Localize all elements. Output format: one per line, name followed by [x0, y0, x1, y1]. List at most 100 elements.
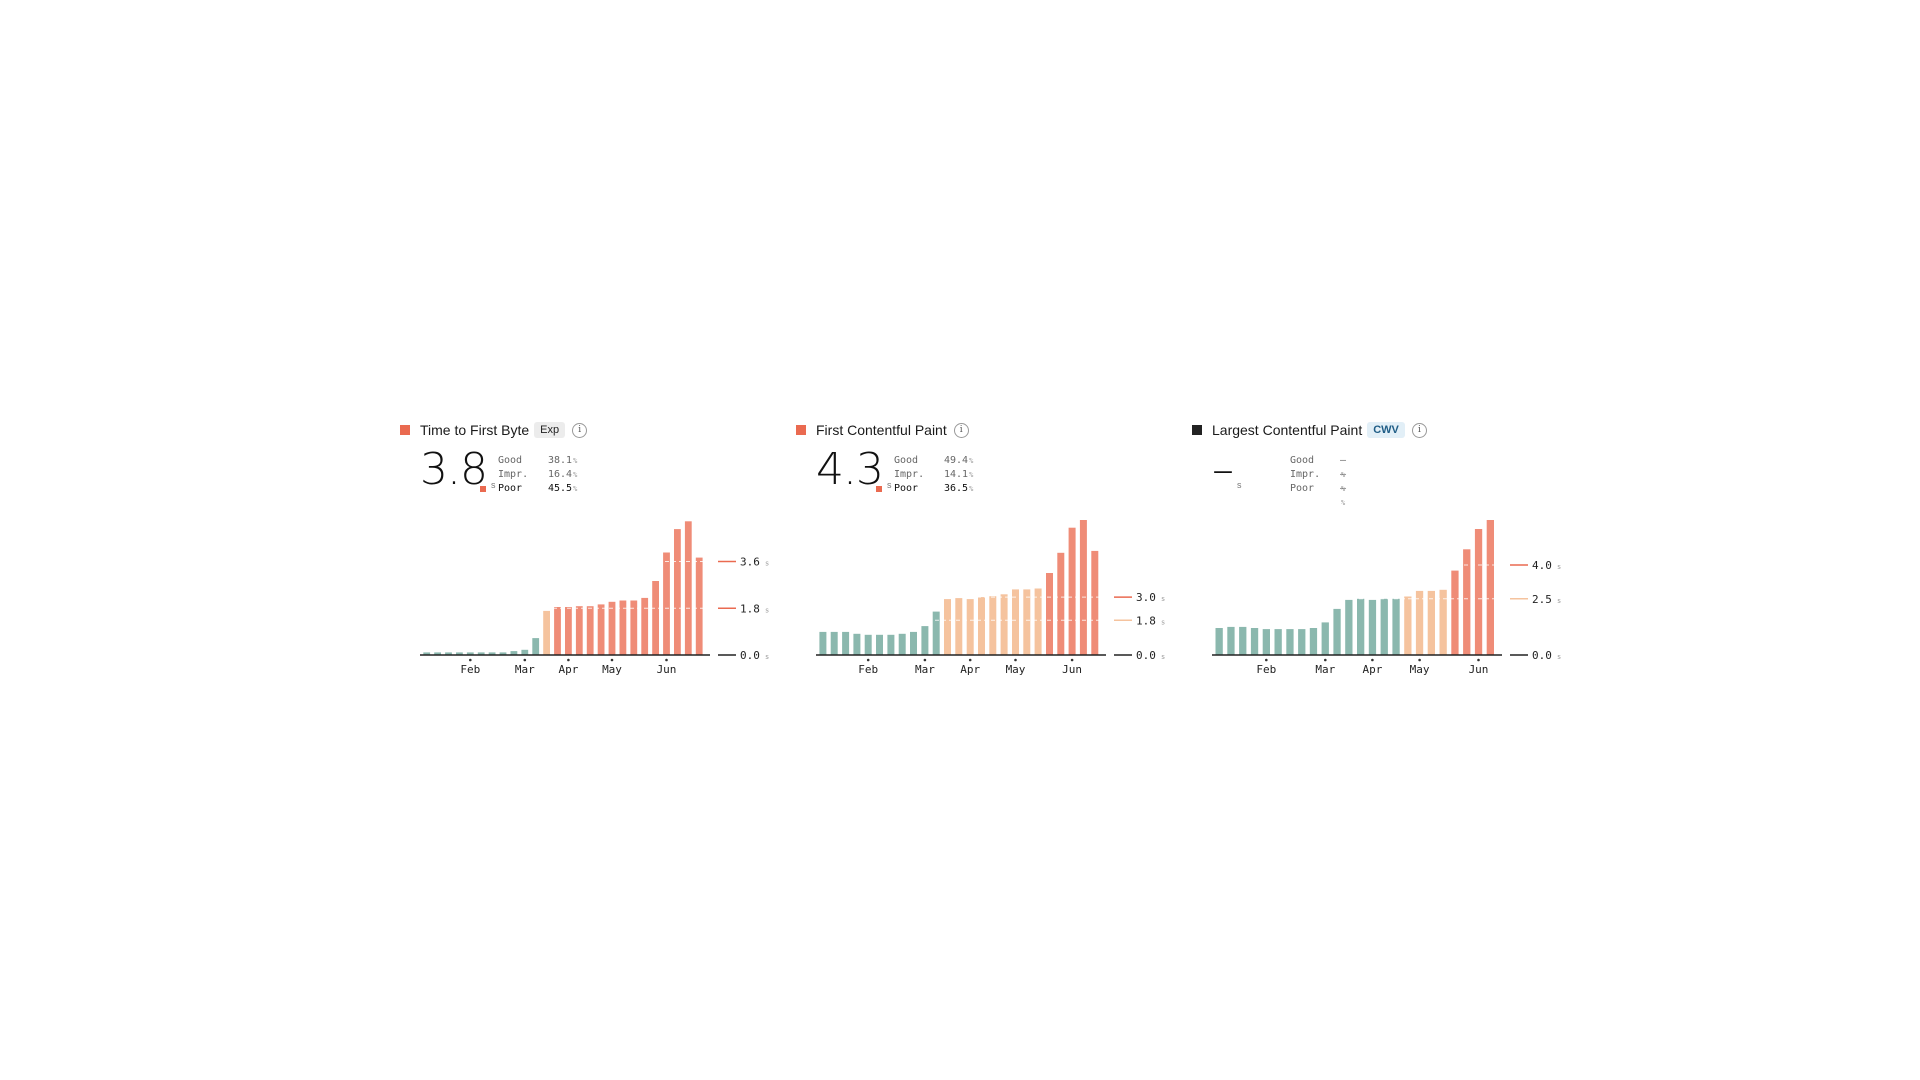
chart-bar[interactable] [586, 606, 594, 655]
metric-title: First Contentful Paint [816, 422, 947, 438]
chart-bar[interactable] [898, 633, 906, 655]
chart-bar[interactable] [456, 652, 463, 655]
chart-bar[interactable] [1298, 629, 1306, 655]
chart-bar[interactable] [1392, 598, 1400, 656]
month-tick-label: Mar [915, 663, 935, 676]
chart-bar[interactable] [1404, 596, 1412, 656]
chart-bar[interactable] [1227, 626, 1235, 655]
chart-bar[interactable] [853, 633, 861, 655]
chart-bar[interactable] [674, 529, 681, 655]
chart-bar[interactable] [1368, 599, 1377, 655]
chart-bar[interactable] [1034, 588, 1042, 656]
chart-bar[interactable] [989, 596, 997, 655]
chart-bar[interactable] [434, 652, 441, 655]
chart-bar[interactable] [842, 631, 850, 655]
info-icon[interactable]: i [572, 422, 588, 438]
chart-bar[interactable] [910, 631, 917, 655]
chart-bar[interactable] [819, 631, 827, 655]
status-square-icon [796, 425, 806, 435]
stat-value-wrap: –% [1340, 482, 1346, 510]
chart-bar[interactable] [477, 652, 485, 655]
chart-bar[interactable] [1357, 598, 1365, 656]
chart-bar[interactable] [1474, 529, 1483, 655]
stat-unit: % [573, 457, 578, 465]
chart-bar[interactable] [695, 557, 703, 655]
chart-bar[interactable] [619, 600, 627, 656]
chart-bar[interactable] [652, 581, 659, 655]
chart-bar[interactable] [1215, 628, 1223, 655]
chart-bar[interactable] [663, 552, 670, 656]
chart-bar[interactable] [966, 599, 974, 655]
chart-bar[interactable] [1057, 552, 1065, 655]
chart-bar[interactable] [1239, 626, 1247, 655]
baseline-unit: s [765, 653, 769, 661]
chart-bar[interactable] [608, 601, 616, 655]
chart-bar[interactable] [532, 638, 540, 655]
chart-bar[interactable] [1262, 629, 1270, 655]
month-tick-label: Jun [657, 663, 677, 676]
chart-bar[interactable] [876, 634, 883, 656]
chart-bar[interactable] [466, 652, 474, 655]
baseline-label: 0.0 [1136, 649, 1156, 662]
chart-bar[interactable] [978, 597, 985, 655]
threshold-label: 1.8 [1136, 614, 1156, 627]
chart-bar[interactable] [1091, 550, 1099, 655]
chart-bar[interactable] [521, 649, 529, 655]
chart-bar[interactable] [1321, 622, 1329, 655]
month-tick-label: Mar [1315, 663, 1335, 676]
chart-bar[interactable] [944, 599, 951, 655]
chart-bar[interactable] [575, 606, 583, 655]
month-tick-label: May [1006, 663, 1026, 676]
chart-bar[interactable] [565, 607, 572, 655]
chart-bar[interactable] [630, 600, 638, 656]
chart-bar[interactable] [1000, 594, 1008, 656]
chart-bar[interactable] [1046, 573, 1053, 655]
metric-title: Time to First Byte [420, 422, 530, 438]
chart-bar[interactable] [1012, 589, 1019, 655]
chart-bar[interactable] [499, 652, 507, 655]
chart-bar[interactable] [1023, 589, 1031, 655]
chart-bar[interactable] [1286, 629, 1294, 655]
chart-bar[interactable] [921, 626, 929, 655]
chart-bar[interactable] [932, 611, 940, 655]
chart-bar[interactable] [543, 610, 550, 655]
baseline-label: 0.0 [740, 649, 760, 662]
chart-bar[interactable] [1345, 599, 1353, 655]
chart-bar[interactable] [1486, 520, 1494, 655]
info-icon[interactable]: i [1411, 422, 1427, 438]
chart-bar[interactable] [830, 631, 838, 655]
chart-bar[interactable] [488, 652, 496, 655]
chart-bar[interactable] [1333, 608, 1341, 655]
chart-bar[interactable] [684, 521, 692, 655]
chart-bar[interactable] [1415, 590, 1424, 655]
chart-bar[interactable] [641, 597, 649, 655]
chart-bar[interactable] [1079, 520, 1087, 655]
chart-bar[interactable] [554, 607, 561, 655]
chart-bar[interactable] [597, 604, 605, 655]
metric-header: First Contentful Paint i [796, 420, 969, 440]
threshold-label: 3.6 [740, 556, 760, 569]
chart-bar[interactable] [864, 634, 872, 656]
chart-bar[interactable] [1309, 628, 1318, 655]
stat-unit: % [1341, 499, 1346, 507]
info-icon[interactable]: i [953, 422, 969, 438]
chart-bar[interactable] [1274, 629, 1282, 655]
chart-bar[interactable] [1451, 570, 1459, 655]
threshold-unit: s [765, 606, 769, 614]
stat-value: – [1340, 469, 1347, 480]
chart-bar[interactable] [887, 634, 895, 656]
metric-badge: Exp [534, 422, 566, 438]
chart-bar[interactable] [1380, 598, 1388, 656]
chart-bar[interactable] [1250, 628, 1259, 655]
chart-bar[interactable] [1068, 527, 1076, 655]
month-tick [1324, 658, 1327, 662]
chart-bar[interactable] [955, 598, 963, 655]
threshold-unit: s [1161, 595, 1165, 603]
chart-bar[interactable] [445, 652, 452, 655]
chart-bar[interactable] [1439, 589, 1447, 656]
chart-bar[interactable] [423, 652, 431, 655]
chart-bar[interactable] [1463, 549, 1471, 656]
month-tick-label: Feb [460, 663, 480, 676]
chart-bar[interactable] [510, 651, 518, 655]
chart-bar[interactable] [1427, 590, 1435, 655]
